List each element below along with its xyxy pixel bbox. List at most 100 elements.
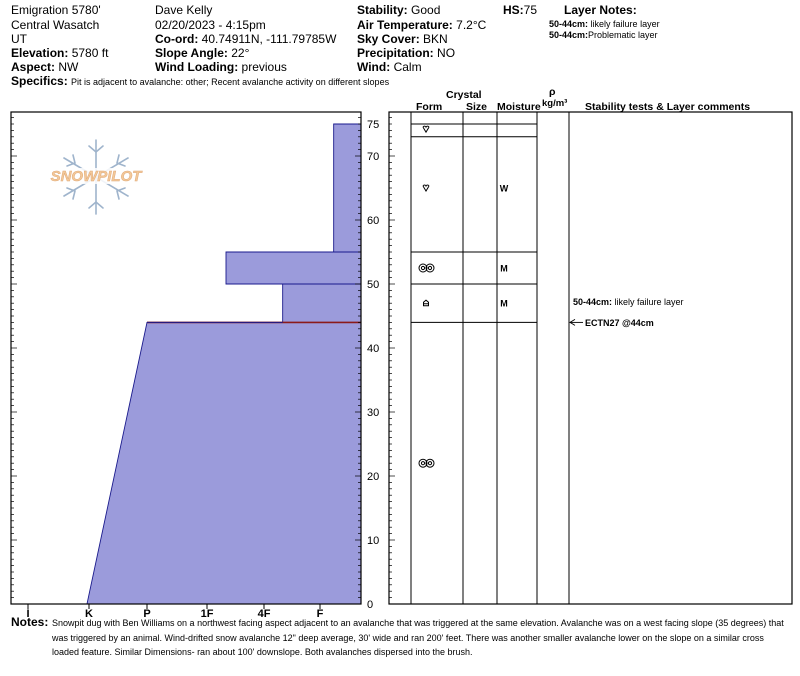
stability-label: Stability: <box>357 3 408 17</box>
x-tick-label-4F: 4F <box>258 608 271 620</box>
precip-value: NO <box>437 46 456 60</box>
sky-label: Sky Cover: <box>357 32 420 46</box>
y-tick-label-70: 70 <box>367 151 379 163</box>
wind-loading-value: previous <box>241 60 287 74</box>
y-tick-label-40: 40 <box>367 343 379 355</box>
layer-note-1: 50-44cm: likely failure layer <box>549 19 660 30</box>
air-temp-value: 7.2°C <box>456 18 487 32</box>
aspect-value: NW <box>58 60 79 74</box>
comment-1: 50-44cm: likely failure layer <box>573 297 684 307</box>
precip-row: Precipitation: NO <box>357 46 455 60</box>
notes-text: Snowpit dug with Ben Williams on a north… <box>52 618 784 657</box>
hs-label: HS: <box>503 3 524 17</box>
melt-form-icon <box>418 458 428 468</box>
state: UT <box>11 32 27 46</box>
x-tick-label-I: I <box>26 608 29 620</box>
layer-3-form <box>418 263 435 273</box>
observer: Dave Kelly <box>155 3 213 17</box>
x-tick-label-K: K <box>85 608 93 620</box>
col-crystal: Crystal <box>446 89 482 101</box>
wind-label: Wind: <box>357 60 391 74</box>
layer-4-form <box>423 299 429 307</box>
elevation-row: Elevation: 5780 ft <box>11 46 108 60</box>
precip-label: Precipitation: <box>357 46 434 60</box>
col-density-unit: kg/m³ <box>542 98 567 109</box>
hs-value: 75 <box>523 3 538 17</box>
aspect-row: Aspect: NW <box>11 60 78 74</box>
wind-loading-row: Wind Loading: previous <box>155 60 287 74</box>
layer-5-form <box>418 458 435 468</box>
x-tick-label-P: P <box>143 608 150 620</box>
layer-symbols: W M M <box>418 125 509 468</box>
melt-form-icon <box>425 458 435 468</box>
melt-form-icon <box>418 263 428 273</box>
layer-1-form <box>422 125 430 134</box>
hardness-layer-3 <box>225 251 362 285</box>
x-tick-label-F: F <box>317 608 324 620</box>
sky-value: BKN <box>423 32 448 46</box>
elevation-value: 5780 ft <box>71 46 109 60</box>
depth-hoar-icon <box>423 299 429 307</box>
layer-note-1-text: likely failure layer <box>590 19 660 29</box>
y-tick-label-0: 0 <box>367 599 373 611</box>
slope-label: Slope Angle: <box>155 46 228 60</box>
col-form: Form <box>416 101 442 113</box>
snowpilot-logo: SNOWPILOT <box>36 139 156 215</box>
coord-label: Co-ord: <box>155 32 199 46</box>
sky-row: Sky Cover: BKN <box>357 32 448 46</box>
specifics-row: Specifics: Pit is adjacent to avalanche:… <box>11 74 389 88</box>
stability-comments: 50-44cm: likely failure layer ECTN27 @44c… <box>569 297 684 328</box>
logo-text: SNOWPILOT <box>51 168 144 185</box>
layer-note-2-range: 50-44cm: <box>549 30 589 40</box>
hs-row: HS:75 <box>503 3 537 17</box>
y-tick-label-50: 50 <box>367 279 379 291</box>
coord-row: Co-ord: 40.74911N, -111.79785W <box>155 32 336 46</box>
layer-note-2-text: Problematic layer <box>588 30 658 40</box>
melt-form-icon <box>425 263 435 273</box>
specifics-label: Specifics: <box>11 74 68 88</box>
layer-2-moisture: W <box>500 184 509 194</box>
stability-value: Good <box>411 3 441 17</box>
layer-2-form <box>422 184 430 192</box>
melt-form-icon-inner <box>427 461 433 466</box>
layer-4-moisture: M <box>500 299 508 309</box>
notes-label: Notes: <box>11 615 49 629</box>
air-temp-row: Air Temperature: 7.2°C <box>357 18 486 32</box>
layer-3-moisture: M <box>500 264 508 274</box>
hardness-layer-2 <box>282 283 362 323</box>
melt-form-icon-inner <box>420 265 426 271</box>
col-size: Size <box>466 101 487 113</box>
melt-form-icon-inner <box>427 265 433 271</box>
aspect-label: Aspect: <box>11 60 56 74</box>
chart-frame <box>10 111 793 605</box>
axis-ticks: I K P 1F 4F F 0 10 20 30 40 50 60 70 75 <box>11 117 395 620</box>
y-tick-label-20: 20 <box>367 471 379 483</box>
location-name: Emigration 5780' <box>11 3 101 17</box>
y-tick-label-60: 60 <box>367 215 379 227</box>
elevation-label: Elevation: <box>11 46 69 60</box>
y-tick-label-75: 75 <box>367 119 379 131</box>
surface-hoar-icon <box>422 184 430 192</box>
stability-row: Stability: Good <box>357 3 440 17</box>
hardness-layer-4 <box>333 123 362 253</box>
layer-note-2: 50-44cm:Problematic layer <box>549 30 658 41</box>
hardness-plot-frame <box>10 111 362 605</box>
comment-arrow-head <box>569 319 576 326</box>
slope-row: Slope Angle: 22° <box>155 46 249 60</box>
layer-note-1-range: 50-44cm: <box>549 19 589 29</box>
coord-value: 40.74911N, -111.79785W <box>201 32 337 46</box>
col-comments: Stability tests & Layer comments <box>585 101 750 113</box>
layer-notes-title: Layer Notes: <box>564 3 637 17</box>
melt-form-icon-inner <box>420 461 426 466</box>
mountain-range: Central Wasatch <box>11 18 100 32</box>
col-moisture: Moisture <box>497 101 541 113</box>
slope-value: 22° <box>231 46 250 60</box>
hardness-layer-1 <box>86 321 362 605</box>
y-tick-label-10: 10 <box>367 535 379 547</box>
wind-loading-label: Wind Loading: <box>155 60 239 74</box>
col-rho: ρ <box>549 86 556 98</box>
specifics-value: Pit is adjacent to avalanche: other; Rec… <box>71 77 390 87</box>
comment-2: ECTN27 @44cm <box>585 318 654 328</box>
x-tick-label-1F: 1F <box>201 608 214 620</box>
wind-value: Calm <box>393 60 422 74</box>
